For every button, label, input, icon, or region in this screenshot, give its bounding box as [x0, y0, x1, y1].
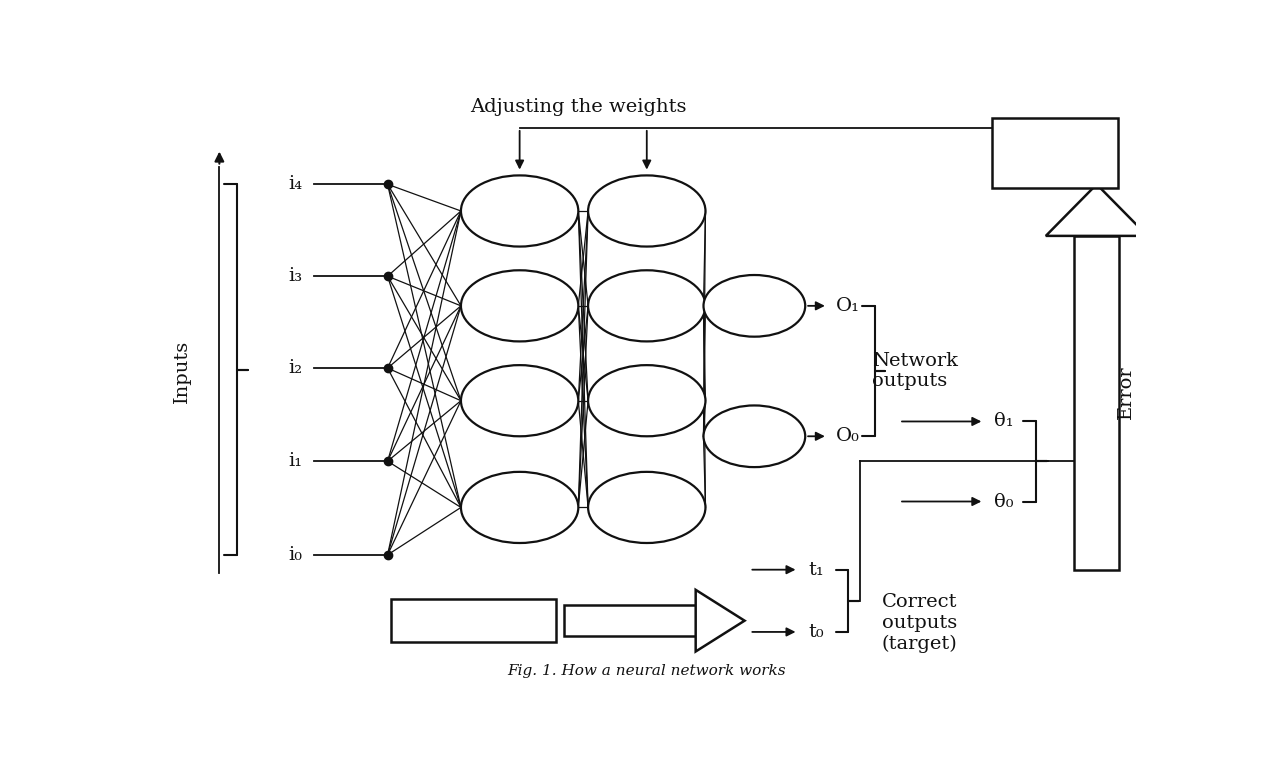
Text: i₁: i₁ [289, 452, 303, 470]
Polygon shape [695, 590, 745, 651]
Text: Adjusting the weights: Adjusting the weights [469, 98, 687, 116]
Text: t₁: t₁ [808, 561, 824, 579]
Circle shape [588, 176, 705, 246]
Polygon shape [564, 605, 695, 636]
Text: t₀: t₀ [808, 623, 824, 641]
Text: Network
outputs: Network outputs [872, 352, 958, 390]
Circle shape [461, 270, 578, 341]
Circle shape [461, 365, 578, 437]
Text: i₄: i₄ [289, 176, 303, 193]
Text: θ₀: θ₀ [994, 493, 1013, 511]
Text: Fig. 1. How a neural network works: Fig. 1. How a neural network works [507, 665, 786, 678]
Text: i₀: i₀ [289, 546, 303, 564]
Circle shape [461, 472, 578, 543]
Circle shape [588, 365, 705, 437]
Circle shape [588, 270, 705, 341]
Text: O₁: O₁ [835, 297, 859, 315]
Circle shape [461, 176, 578, 246]
Circle shape [588, 472, 705, 543]
Text: Inputs: Inputs [173, 340, 192, 403]
Text: Training
algorithm: Training algorithm [1007, 134, 1103, 172]
FancyBboxPatch shape [992, 118, 1118, 189]
Polygon shape [1074, 236, 1119, 570]
Polygon shape [1046, 184, 1147, 236]
Circle shape [703, 275, 805, 336]
Text: i₃: i₃ [289, 267, 303, 285]
Text: Training data: Training data [406, 611, 540, 630]
Text: Error: Error [1117, 365, 1135, 419]
Text: i₂: i₂ [289, 359, 303, 377]
Circle shape [703, 406, 805, 467]
Text: O₀: O₀ [835, 427, 859, 445]
Text: Correct
outputs
(target): Correct outputs (target) [881, 593, 958, 653]
Text: θ₁: θ₁ [994, 413, 1013, 430]
FancyBboxPatch shape [390, 599, 555, 642]
